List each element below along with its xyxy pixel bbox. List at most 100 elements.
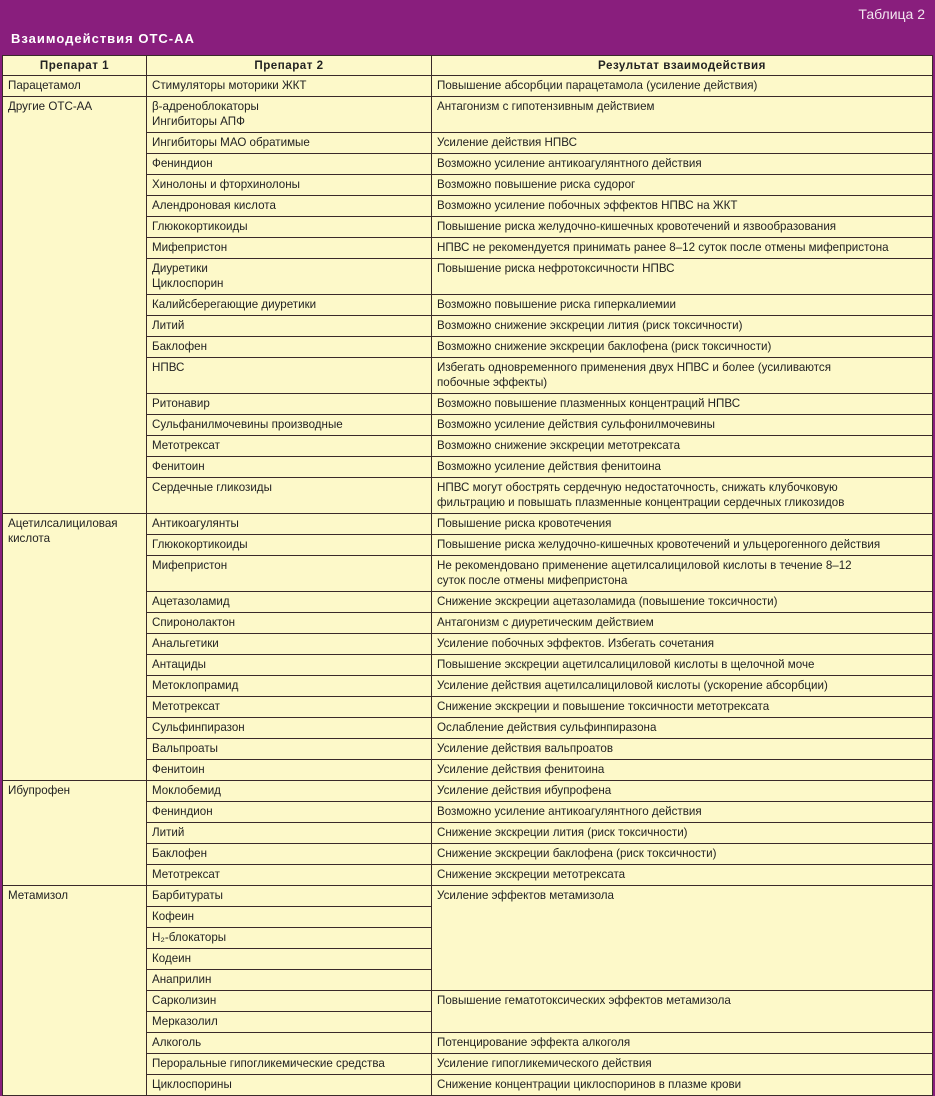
- result-cell: Повышение гематотоксических эффектов мет…: [431, 990, 933, 1033]
- result-cell: Повышение риска кровотечения: [431, 513, 933, 535]
- drug2-cell: Ингибиторы МАО обратимые: [146, 132, 432, 154]
- result-cell: Снижение экскреции и повышение токсичнос…: [431, 696, 933, 718]
- drug2-cell: Н₂-блокаторы: [146, 927, 432, 949]
- result-cell: Возможно повышение плазменных концентрац…: [431, 393, 933, 415]
- table-row: Парацетамол Стимуляторы моторики ЖКТ Повыш…: [2, 75, 933, 97]
- result-cell: Усиление гипогликемического действия: [431, 1053, 933, 1075]
- table-row: Сарколизин Повышение гематотоксических эф…: [3, 990, 933, 1033]
- result-cell: Усиление действия НПВС: [431, 132, 933, 154]
- drug2-cell: Фенитоин: [146, 759, 432, 781]
- drug2-cell: Метоклопрамид: [146, 675, 432, 697]
- interactions-table: Препарат 1 Препарат 2 Результат взаимоде…: [2, 55, 933, 1096]
- drug2-cell: НПВС: [146, 357, 432, 394]
- drug2-cell: Моклобемид: [146, 780, 432, 802]
- drug2-cell: Антикоагулянты: [146, 513, 432, 535]
- drug2-cell: Метотрексат: [146, 864, 432, 886]
- drug2-cell: Глюкокортикоиды: [146, 534, 432, 556]
- drug2-cell: Стимуляторы моторики ЖКТ: [146, 75, 432, 97]
- table-row: Ингибиторы МАО обратимые Усиление действи…: [3, 132, 933, 154]
- drug2-cell: Антациды: [146, 654, 432, 676]
- drug1-cell: Метамизол: [2, 885, 147, 1096]
- drug2-cell: Сульфанилмочевины производные: [146, 414, 432, 436]
- table-row: Сульфинпиразон Ослабление действия сульфи…: [3, 717, 933, 739]
- table-row: Другие ОТС-АА β-адреноблокаторы Ингибитор…: [2, 96, 933, 514]
- drug2-cell: Фениндион: [146, 801, 432, 823]
- table-row: Метотрексат Возможно снижение экскреции м…: [3, 435, 933, 457]
- result-cell: НПВС могут обострять сердечную недостато…: [431, 477, 933, 514]
- result-cell: Избегать одновременного применения двух …: [431, 357, 933, 394]
- drug2-cell: Сульфинпиразон: [146, 717, 432, 739]
- table-row: Ибупрофен Моклобемид Усиление действия ибу…: [2, 780, 933, 886]
- drug2-cell: Метотрексат: [146, 696, 432, 718]
- drug2-cell: Пероральные гипогликемические средства: [146, 1053, 432, 1075]
- drug2-cell: Циклоспорины: [146, 1074, 432, 1096]
- header-drug1: Препарат 1: [2, 55, 147, 76]
- drug2-cell: Мифепристон: [146, 237, 432, 259]
- result-cell: НПВС не рекомендуется принимать ранее 8–…: [431, 237, 933, 259]
- result-cell: Возможно усиление действия фенитоина: [431, 456, 933, 478]
- result-cell: Снижение экскреции метотрексата: [431, 864, 933, 886]
- table-row: Диуретики Циклоспорин Повышение риска неф…: [3, 258, 933, 295]
- result-cell: Возможно снижение экскреции лития (риск …: [431, 315, 933, 337]
- result-cell: Снижение экскреции баклофена (риск токси…: [431, 843, 933, 865]
- drug2-cell: β-адреноблокаторы Ингибиторы АПФ: [146, 96, 432, 133]
- table-row: Мифепристон НПВС не рекомендуется принима…: [3, 237, 933, 259]
- result-cell: Повышение риска нефротоксичности НПВС: [431, 258, 933, 295]
- result-cell: Усиление действия вальпроатов: [431, 738, 933, 760]
- drug2-cell: Сердечные гликозиды: [146, 477, 432, 514]
- table-row: Алендроновая кислота Возможно усиление по…: [3, 195, 933, 217]
- drug2-cell: Глюкокортикоиды: [146, 216, 432, 238]
- table-row: Метотрексат Снижение экскреции метотрекса…: [3, 864, 933, 886]
- drug2-cell: Кодеин: [146, 948, 432, 970]
- table-title: Взаимодействия ОТС-АА: [11, 31, 195, 46]
- drug2-cell: Алкоголь: [146, 1032, 432, 1054]
- result-cell: Повышение абсорбции парацетамола (усилен…: [431, 75, 933, 97]
- table-row: НПВС Избегать одновременного применения д…: [3, 357, 933, 394]
- drug2-cell: Барбитураты: [146, 885, 432, 907]
- result-cell: Не рекомендовано применение ацетилсалици…: [431, 555, 933, 592]
- drug2-cell: Кофеин: [146, 906, 432, 928]
- table-body: Парацетамол Стимуляторы моторики ЖКТ Повыш…: [2, 75, 933, 1096]
- drug2-cell: Мерказолил: [146, 1011, 432, 1033]
- table-row: Мифепристон Не рекомендовано применение а…: [3, 555, 933, 592]
- drug2-cell: Анальгетики: [146, 633, 432, 655]
- result-cell: Возможно снижение экскреции баклофена (р…: [431, 336, 933, 358]
- table-row: Метотрексат Снижение экскреции и повышени…: [3, 696, 933, 718]
- result-cell: Потенцирование эффекта алкоголя: [431, 1032, 933, 1054]
- drug2-cell: Литий: [146, 822, 432, 844]
- drug1-cell: Парацетамол: [2, 75, 147, 97]
- result-cell: Усиление действия фенитоина: [431, 759, 933, 781]
- header-row: Препарат 1 Препарат 2 Результат взаимоде…: [2, 55, 933, 76]
- result-cell: Возможно усиление антикоагулянтного дейс…: [431, 801, 933, 823]
- table-row: Спиронолактон Антагонизм с диуретическим …: [3, 612, 933, 634]
- result-cell: Усиление побочных эффектов. Избегать соч…: [431, 633, 933, 655]
- result-cell: Возможно повышение риска гиперкалиемии: [431, 294, 933, 316]
- result-cell: Ослабление действия сульфинпиразона: [431, 717, 933, 739]
- drug2-cell: Ритонавир: [146, 393, 432, 415]
- table-row: Фенитоин Усиление действия фенитоина: [3, 759, 933, 781]
- table-row: Метамизол Барбитураты Усиление эффектов ме…: [2, 885, 933, 1096]
- result-cell: Повышение риска желудочно-кишечных крово…: [431, 216, 933, 238]
- table-row: Пероральные гипогликемические средства Ус…: [3, 1053, 933, 1075]
- result-cell: Возможно повышение риска судорог: [431, 174, 933, 196]
- result-cell: Возможно усиление действия сульфонилмоче…: [431, 414, 933, 436]
- result-cell: Усиление эффектов метамизола: [431, 885, 933, 991]
- drug1-cell: Другие ОТС-АА: [2, 96, 147, 514]
- drug2-cell: Алендроновая кислота: [146, 195, 432, 217]
- table-row: Глюкокортикоиды Повышение риска желудочно…: [3, 216, 933, 238]
- drug2-cell: Ацетазоламид: [146, 591, 432, 613]
- drug1-cell: Ибупрофен: [2, 780, 147, 886]
- table-row: Алкоголь Потенцирование эффекта алкоголя: [3, 1032, 933, 1054]
- drug2-cell: Спиронолактон: [146, 612, 432, 634]
- drug2-cell: Анаприлин: [146, 969, 432, 991]
- result-cell: Антагонизм с диуретическим действием: [431, 612, 933, 634]
- table-row: Калийсберегающие диуретики Возможно повыш…: [3, 294, 933, 316]
- drug2-cell: Баклофен: [146, 336, 432, 358]
- table-caption: Таблица 2: [858, 6, 925, 22]
- table-row: Фениндион Возможно усиление антикоагулянт…: [3, 801, 933, 823]
- drug2-cell: Хинолоны и фторхинолоны: [146, 174, 432, 196]
- drug2-cell: Диуретики Циклоспорин: [146, 258, 432, 295]
- result-cell: Возможно снижение экскреции метотрексата: [431, 435, 933, 457]
- drug2-cell: Баклофен: [146, 843, 432, 865]
- header-drug2: Препарат 2: [146, 55, 432, 76]
